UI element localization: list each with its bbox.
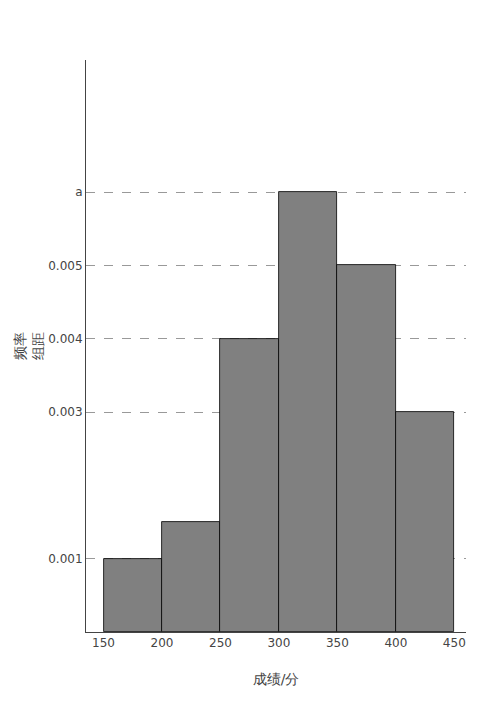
svg-text:450: 450 [443, 636, 466, 650]
svg-text:250: 250 [209, 636, 232, 650]
svg-text:400: 400 [384, 636, 407, 650]
svg-text:0.005: 0.005 [48, 259, 82, 273]
svg-text:0.004: 0.004 [48, 332, 82, 346]
svg-text:200: 200 [151, 636, 174, 650]
svg-text:a: a [75, 185, 82, 199]
svg-text:300: 300 [267, 636, 290, 650]
svg-text:350: 350 [326, 636, 349, 650]
svg-text:频率组距: 频率组距 [12, 332, 46, 360]
svg-text:150: 150 [92, 636, 115, 650]
svg-text:成绩/分: 成绩/分 [253, 671, 300, 687]
svg-text:0.003: 0.003 [48, 405, 82, 419]
svg-text:0.001: 0.001 [48, 552, 82, 566]
